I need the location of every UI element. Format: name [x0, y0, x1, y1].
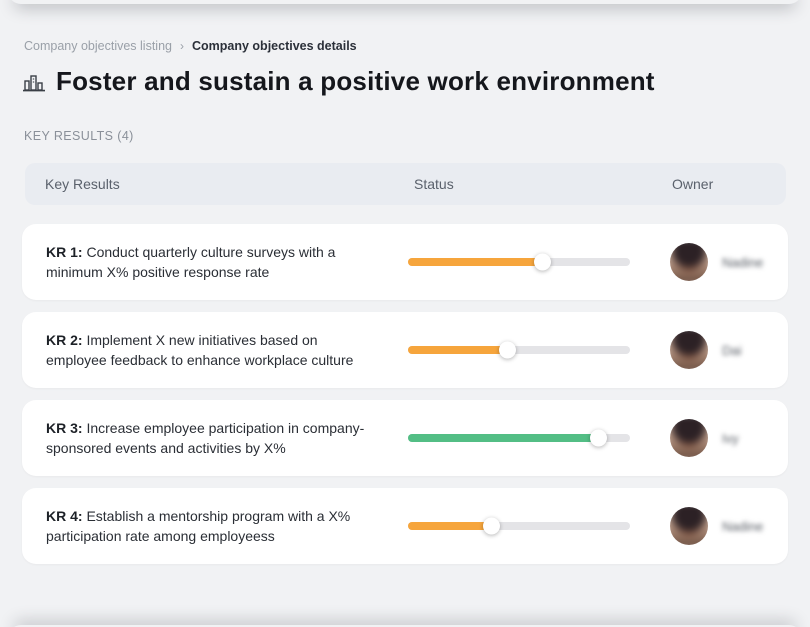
key-result-text: KR 1: Conduct quarterly culture surveys …: [46, 242, 376, 282]
owner-avatar-photo: [670, 331, 708, 369]
breadcrumb-objectives-listing[interactable]: Company objectives listing: [24, 39, 172, 53]
column-header-key-results: Key Results: [45, 176, 120, 192]
key-result-description: Increase employee participation in compa…: [46, 420, 365, 456]
owner-avatar: [670, 331, 708, 369]
key-result-label: KR 2:: [46, 332, 87, 348]
owner-cell: Nadine: [670, 243, 788, 281]
key-result-text: KR 2: Implement X new initiatives based …: [46, 330, 376, 370]
owner-cell: Dai: [670, 331, 788, 369]
owner-name: Nadine: [722, 254, 764, 270]
key-result-description: Implement X new initiatives based on emp…: [46, 332, 354, 368]
status-cell: [408, 517, 670, 535]
key-result-description: Conduct quarterly culture surveys with a…: [46, 244, 336, 280]
progress-fill: [408, 434, 599, 442]
progress-knob[interactable]: [534, 253, 552, 271]
page-title: Foster and sustain a positive work envir…: [56, 66, 655, 96]
breadcrumb: Company objectives listing › Company obj…: [24, 39, 357, 53]
key-result-row[interactable]: KR 3: Increase employee participation in…: [22, 400, 788, 476]
key-result-label: KR 3:: [46, 420, 87, 436]
owner-cell: Ivy: [670, 419, 788, 457]
progress-bar[interactable]: [408, 253, 630, 271]
progress-knob[interactable]: [483, 517, 501, 535]
owner-avatar: [670, 243, 708, 281]
key-result-label: KR 4:: [46, 508, 87, 524]
table-header: Key Results Status Owner: [25, 163, 786, 205]
key-result-label: KR 1:: [46, 244, 87, 260]
key-result-row[interactable]: KR 2: Implement X new initiatives based …: [22, 312, 788, 388]
buildings-icon: [22, 70, 46, 94]
status-cell: [408, 253, 670, 271]
key-result-row[interactable]: KR 4: Establish a mentorship program wit…: [22, 488, 788, 564]
title-row: Foster and sustain a positive work envir…: [22, 66, 655, 97]
key-result-description: Establish a mentorship program with a X%…: [46, 508, 351, 544]
breadcrumb-objectives-details: Company objectives details: [192, 39, 357, 53]
progress-knob[interactable]: [589, 429, 607, 447]
progress-bar[interactable]: [408, 341, 630, 359]
key-result-text: KR 3: Increase employee participation in…: [46, 418, 376, 458]
owner-avatar-photo: [670, 243, 708, 281]
progress-fill: [408, 346, 508, 354]
progress-fill: [408, 258, 544, 266]
progress-bar[interactable]: [408, 517, 630, 535]
owner-name: Ivy: [722, 430, 739, 446]
key-result-row[interactable]: KR 1: Conduct quarterly culture surveys …: [22, 224, 788, 300]
status-cell: [408, 341, 670, 359]
owner-avatar: [670, 419, 708, 457]
owner-avatar: [670, 507, 708, 545]
progress-knob[interactable]: [498, 341, 516, 359]
progress-fill: [408, 522, 493, 530]
owner-name: Dai: [722, 342, 742, 358]
owner-cell: Nadine: [670, 507, 788, 545]
column-header-status: Status: [414, 176, 454, 192]
column-header-owner: Owner: [672, 176, 714, 192]
owner-avatar-photo: [670, 419, 708, 457]
status-cell: [408, 429, 670, 447]
owner-name: Nadine: [722, 518, 764, 534]
key-results-list: KR 1: Conduct quarterly culture surveys …: [22, 224, 788, 564]
key-results-count-label: KEY RESULTS (4): [24, 129, 134, 143]
key-result-text: KR 4: Establish a mentorship program wit…: [46, 506, 376, 546]
panel-top-shadow: [8, 0, 802, 4]
breadcrumb-separator-icon: ›: [180, 39, 184, 53]
progress-bar[interactable]: [408, 429, 630, 447]
owner-avatar-photo: [670, 507, 708, 545]
